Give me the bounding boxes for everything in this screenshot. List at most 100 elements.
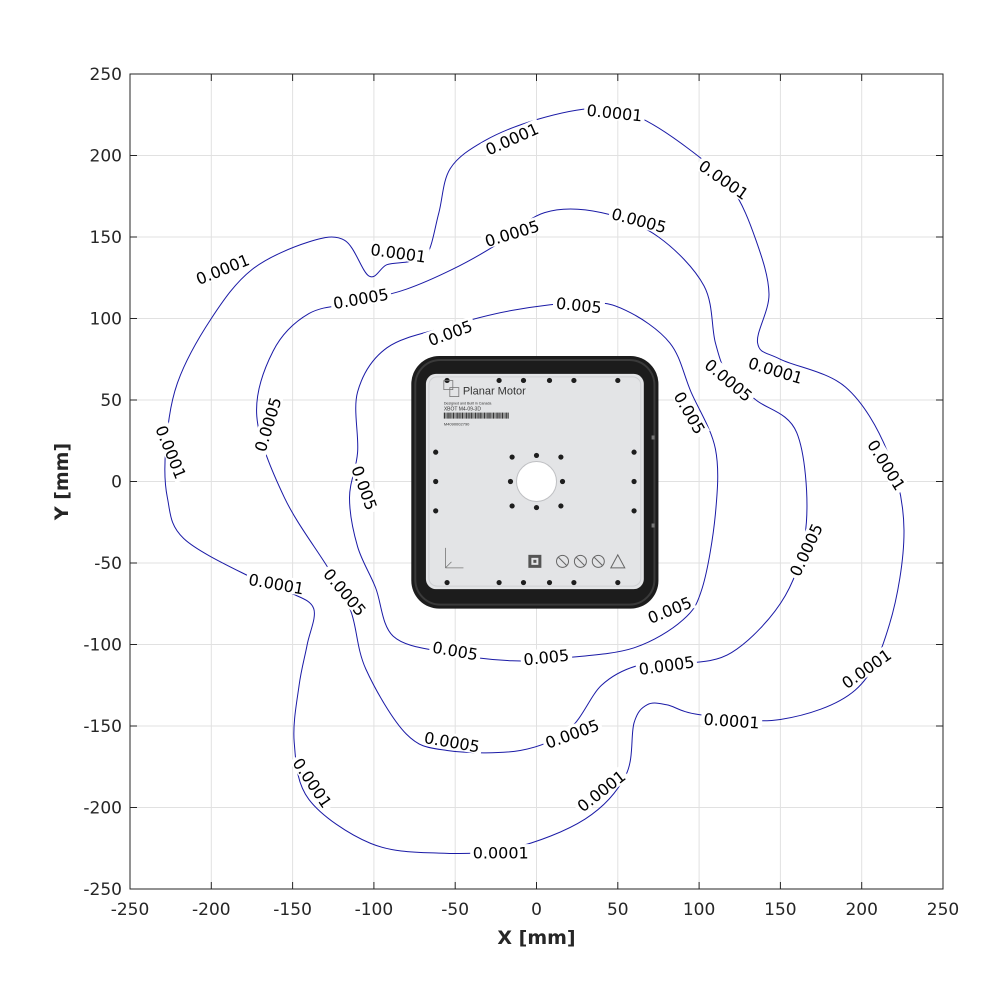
contour-label-background xyxy=(250,392,284,456)
contour-label-text: 0.0001 xyxy=(247,570,305,598)
contour-label-text: 0.0005 xyxy=(786,521,827,580)
hot-surface-warning-icon xyxy=(609,553,626,569)
contour-label-background xyxy=(289,752,337,813)
x-tick-label: 200 xyxy=(845,900,877,920)
contour-label: 0.0001 xyxy=(700,710,763,733)
contour-label: 0.0001 xyxy=(694,155,754,204)
contour-label-background xyxy=(245,570,308,597)
xbot-device-image: Planar Motor Designed and Built in Canada… xyxy=(411,355,659,609)
device-screw-hole xyxy=(533,504,540,511)
planar-logo-icon xyxy=(449,387,460,397)
y-tick-label: -150 xyxy=(83,717,122,737)
no-tools-icon xyxy=(558,556,567,566)
device-rim xyxy=(414,358,656,606)
contour-label-text: 0.0005 xyxy=(319,565,370,620)
contour-label-background xyxy=(836,644,896,693)
pacemaker-warning-icon xyxy=(593,556,603,566)
contour-label-background xyxy=(348,460,382,515)
contour-label-background xyxy=(428,637,483,663)
device-center-hole xyxy=(516,461,557,502)
contour-label-text: 0.0001 xyxy=(695,156,752,204)
contour-label: 0.005 xyxy=(423,315,477,350)
device-screw-hole xyxy=(520,579,527,586)
magnet-warning-icon xyxy=(576,556,585,566)
x-tick-label: 150 xyxy=(764,900,796,920)
contour-label: 0.005 xyxy=(670,386,710,439)
contour-label: 0.0005 xyxy=(635,652,698,679)
contour-label: 0.0005 xyxy=(607,204,671,237)
contour-label-background xyxy=(700,353,758,406)
contour-label-background xyxy=(480,118,543,159)
device-screw-hole xyxy=(496,377,502,384)
contour-label-background xyxy=(420,728,484,755)
contour-label: 0.0001 xyxy=(191,249,254,289)
contour-label-background xyxy=(152,420,191,484)
contour-label-text: 0.005 xyxy=(670,388,709,437)
contour-label-text: 0.005 xyxy=(347,463,381,513)
device-plate-edge xyxy=(428,376,642,587)
contour-label: 0.0001 xyxy=(583,101,646,125)
contour-label: 0.0005 xyxy=(250,392,285,456)
contour-label-background xyxy=(571,765,630,816)
y-tick-label: -100 xyxy=(83,636,122,656)
device-screw-hole xyxy=(509,503,515,509)
contour-label-text: 0.0001 xyxy=(193,250,252,289)
device-qr-code xyxy=(533,559,537,563)
contour-label-text: 0.0005 xyxy=(332,285,390,313)
contour-label: 0.0001 xyxy=(367,240,430,267)
contour-label-background xyxy=(519,645,573,668)
device-screw-hole xyxy=(615,579,621,586)
contour-label-background xyxy=(329,284,393,312)
contour-label-text: 0.0005 xyxy=(543,716,602,753)
device-screw-hole xyxy=(631,478,637,485)
device-screw-hole xyxy=(444,579,450,586)
x-tick-label: -100 xyxy=(355,900,394,920)
y-tick-label: 150 xyxy=(90,228,122,248)
device-screw-hole xyxy=(520,377,527,384)
x-tick-label: 50 xyxy=(607,900,629,920)
contour-label-text: 0.005 xyxy=(523,646,571,670)
device-side-marker xyxy=(651,435,655,440)
device-screw-hole xyxy=(546,377,553,384)
device-screw-hole xyxy=(507,478,514,485)
device-screw-hole xyxy=(546,579,553,586)
y-tick-label: -200 xyxy=(83,799,122,819)
contour-label: 0.0001 xyxy=(863,434,910,495)
device-screw-hole xyxy=(433,449,439,455)
contour-label-background xyxy=(480,216,544,250)
contour-label-text: 0.0005 xyxy=(638,652,696,679)
contour-label: 0.0001 xyxy=(480,118,543,159)
device-screw-hole xyxy=(433,508,439,514)
contour-label-background xyxy=(744,353,808,387)
y-tick-label: -250 xyxy=(83,880,122,900)
x-tick-label: -50 xyxy=(441,900,469,920)
y-tick-label: 200 xyxy=(90,147,122,167)
device-screw-hole xyxy=(571,377,577,384)
contour-label-text: 0.0001 xyxy=(746,353,805,388)
device-screw-hole xyxy=(496,579,502,586)
device-screw-hole xyxy=(433,478,439,485)
device-screw-hole xyxy=(533,452,540,459)
x-tick-label: 100 xyxy=(683,900,715,920)
contour-label: 0.0001 xyxy=(836,644,896,693)
contour-label-background xyxy=(670,386,710,439)
device-screw-hole xyxy=(559,478,566,485)
contour-label-text: 0.0001 xyxy=(483,119,542,159)
contour-label: 0.0005 xyxy=(329,284,393,313)
contour-label: 0.0001 xyxy=(744,353,808,388)
y-axis-label: Y [mm] xyxy=(51,443,73,521)
device-model: XBOT M4-09-3D xyxy=(444,407,482,413)
contour-label-background xyxy=(423,315,477,349)
contour-label: 0.0005 xyxy=(785,518,827,581)
contour-label: 0.005 xyxy=(519,645,573,670)
x-tick-label: -250 xyxy=(111,900,150,920)
contour-label-text: 0.0005 xyxy=(483,216,542,251)
contour-label: 0.005 xyxy=(552,294,606,317)
device-screw-hole xyxy=(558,454,564,460)
y-tick-label: 50 xyxy=(100,391,122,411)
y-tick-label: 100 xyxy=(90,310,122,330)
x-tick-label: 0 xyxy=(531,900,542,920)
contour-label: 0.0005 xyxy=(319,563,372,621)
contour-label-text: 0.0001 xyxy=(703,710,760,733)
